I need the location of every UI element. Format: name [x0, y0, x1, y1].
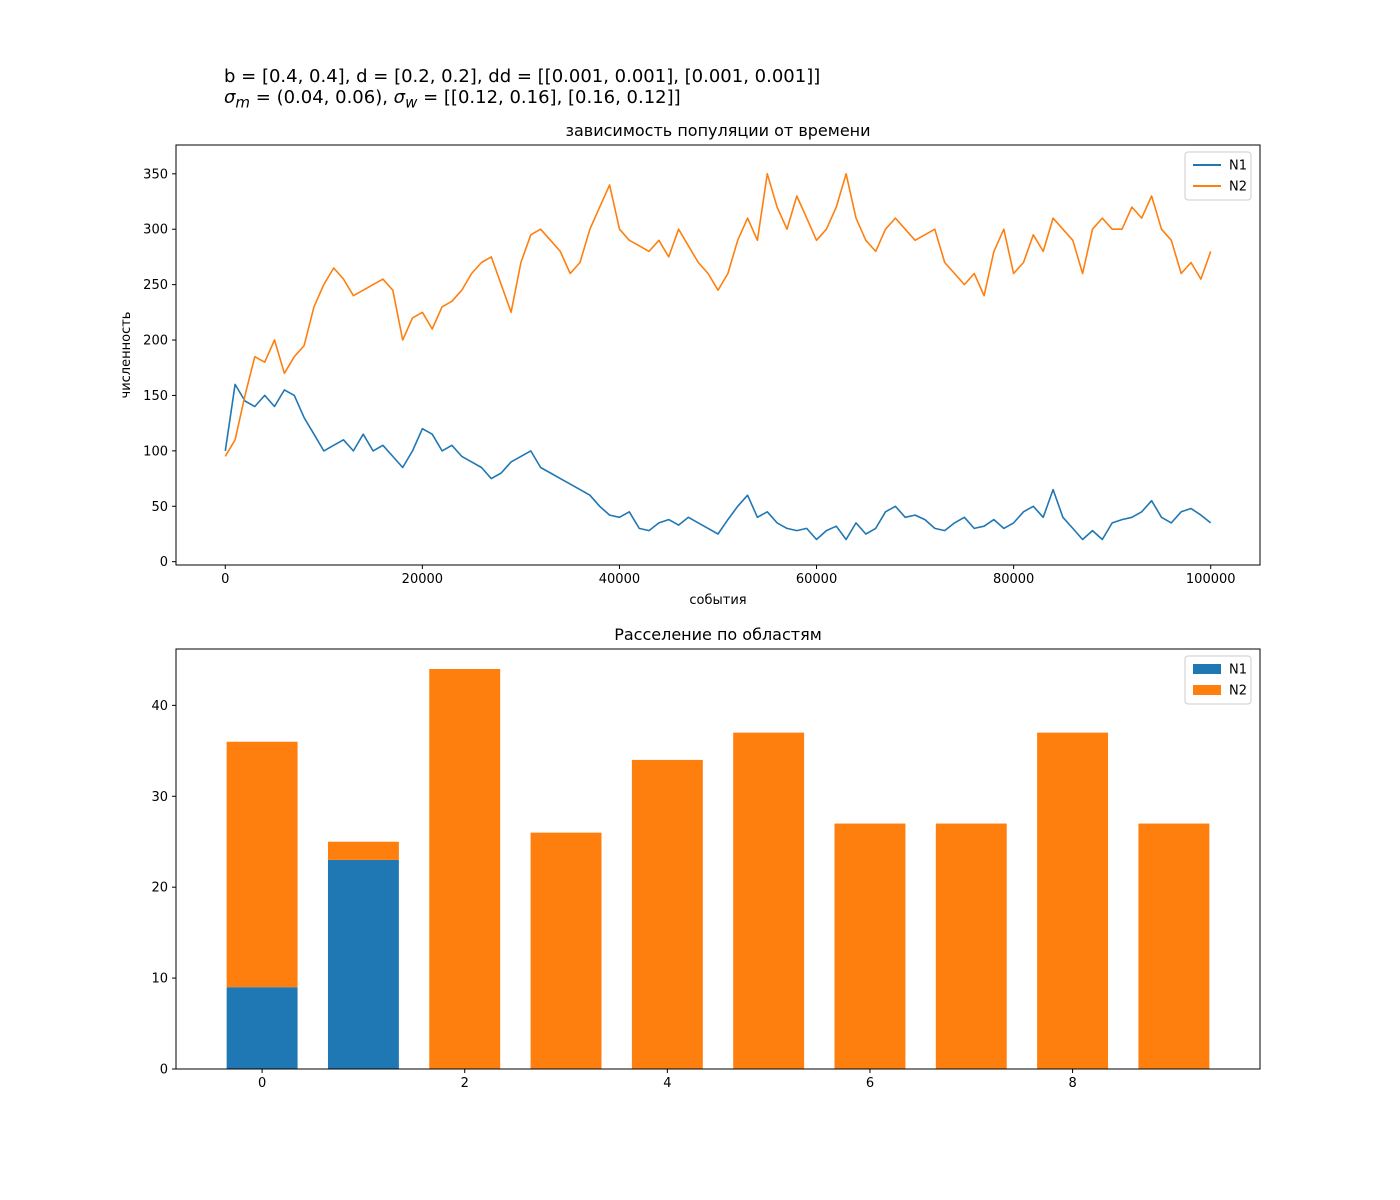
- legend-label-n2: N2: [1229, 684, 1247, 699]
- x-tick-label: 0: [258, 1076, 266, 1091]
- legend-label-n2: N2: [1229, 180, 1247, 195]
- bar-chart-title: Расселение по областям: [614, 625, 822, 644]
- bar-n2-region-2: [429, 669, 501, 1069]
- bar-n2-region-7: [935, 823, 1007, 1069]
- y-tick-label: 0: [160, 555, 168, 570]
- y-tick-label: 40: [151, 699, 168, 714]
- bar-n1-region-1: [327, 859, 399, 1069]
- sigma-w-values: = [[0.12, 0.16], [0.16, 0.12]]: [417, 87, 681, 108]
- line-chart-ylabel: численность: [119, 312, 134, 399]
- legend-swatch-n1: [1193, 664, 1221, 674]
- bar-chart-frame: [175, 648, 1261, 1070]
- population-line-chart: зависимость популяции от времени 0 20000 4…: [119, 121, 1261, 608]
- y-tick-label: 200: [143, 334, 168, 349]
- subscript-w: w: [405, 93, 418, 112]
- bar-n2-region-5: [733, 732, 805, 1069]
- sigma-symbol: σ: [224, 87, 236, 108]
- y-tick-label: 150: [143, 389, 168, 404]
- bar-n2-region-6: [834, 823, 906, 1069]
- x-tick-label: 8: [1068, 1076, 1076, 1091]
- x-tick-label: 80000: [993, 572, 1034, 587]
- legend-label-n1: N1: [1229, 663, 1247, 678]
- bar-n2-region-8: [1037, 732, 1109, 1069]
- subscript-m: m: [235, 93, 251, 112]
- line-chart-xlabel: события: [689, 593, 746, 608]
- suptitle-line-1: b = [0.4, 0.4], d = [0.2, 0.2], dd = [[0…: [224, 66, 821, 87]
- x-tick-label: 2: [461, 1076, 469, 1091]
- bar-n2-region-9: [1138, 823, 1210, 1069]
- legend-swatch-n2: [1193, 685, 1221, 695]
- bar-n2-region-1: [327, 841, 399, 860]
- bar-n2-region-4: [631, 759, 703, 1069]
- x-tick-label: 6: [866, 1076, 874, 1091]
- series-line-n1: [224, 383, 1212, 541]
- y-tick-label: 10: [151, 972, 168, 987]
- series-line-n2: [224, 173, 1212, 457]
- sigma-symbol-2: σ: [393, 87, 406, 108]
- y-tick-label: 300: [143, 223, 168, 238]
- x-tick-label: 40000: [599, 572, 640, 587]
- x-tick-label: 60000: [796, 572, 837, 587]
- y-tick-label: 20: [151, 881, 168, 896]
- line-chart-plot-area: [224, 173, 1212, 541]
- y-tick-label: 100: [143, 444, 168, 459]
- bar-chart-plot-area: [226, 669, 1210, 1069]
- y-tick-label: 250: [143, 278, 168, 293]
- bar-n2-region-3: [530, 832, 602, 1069]
- figure-suptitle: b = [0.4, 0.4], d = [0.2, 0.2], dd = [[0…: [224, 66, 820, 114]
- x-tick-label: 100000: [1186, 572, 1236, 587]
- y-tick-label: 0: [160, 1063, 168, 1078]
- bar-n1-region-0: [226, 987, 298, 1069]
- x-tick-label: 20000: [402, 572, 443, 587]
- bar-chart-axes: 0 2 4 6 8 0 10 20 30 40: [151, 699, 1076, 1091]
- y-tick-label: 30: [151, 790, 168, 805]
- sigma-m-values: = (0.04, 0.06),: [250, 87, 394, 108]
- bar-n2-region-0: [226, 741, 298, 988]
- y-tick-label: 50: [151, 500, 168, 515]
- line-chart-frame: [175, 144, 1261, 566]
- region-bar-chart: Расселение по областям 0 2 4 6 8 0 10 20 30 40 N1…: [151, 625, 1261, 1091]
- line-chart-axes: 0 20000 40000 60000 80000 100000 0 50 100 150 200 2…: [143, 167, 1235, 587]
- line-chart-title: зависимость популяции от времени: [565, 121, 870, 140]
- legend-label-n1: N1: [1229, 159, 1247, 174]
- suptitle-line-2: σm = (0.04, 0.06), σw = [[0.12, 0.16], […: [224, 87, 820, 114]
- x-tick-label: 0: [221, 572, 229, 587]
- y-tick-label: 350: [143, 167, 168, 182]
- x-tick-label: 4: [663, 1076, 671, 1091]
